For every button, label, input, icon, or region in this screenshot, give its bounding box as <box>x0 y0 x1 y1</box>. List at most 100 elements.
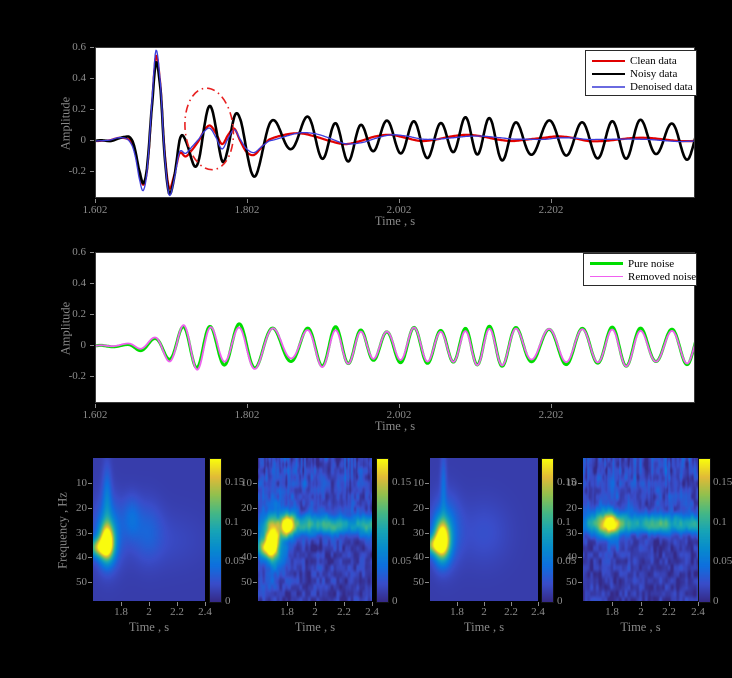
freq-tick-label: 30 <box>566 527 577 539</box>
freq-tick-label: 20 <box>413 502 424 514</box>
colorbar-tick-label: 0.1 <box>557 516 571 528</box>
freq-tick-mark <box>88 582 92 583</box>
x-tick-label: 1.8 <box>280 606 294 618</box>
x-tick-label: 1.8 <box>114 606 128 618</box>
freq-tick-label: 30 <box>241 527 252 539</box>
denoised-data-line-sample <box>592 85 625 88</box>
freq-tick-label: 50 <box>566 576 577 588</box>
y-tick-mark <box>90 171 94 172</box>
x-tick-label: 2.4 <box>691 606 705 618</box>
freq-tick-mark <box>253 508 257 509</box>
freq-tick-mark <box>253 483 257 484</box>
x-tick-mark <box>121 602 122 606</box>
y-tick-label: 0.4 <box>72 277 86 289</box>
x-tick-mark <box>287 602 288 606</box>
colorbar-tick-label: 0 <box>392 595 398 607</box>
freq-tick-mark <box>578 582 582 583</box>
freq-tick-mark <box>88 533 92 534</box>
freq-tick-mark <box>425 508 429 509</box>
y-tick-label: 0.6 <box>72 246 86 258</box>
freq-tick-mark <box>253 533 257 534</box>
legend-label: Pure noise <box>628 257 675 270</box>
x-tick-label: 1.602 <box>82 204 108 216</box>
x-tick-mark <box>315 602 316 606</box>
removed-noise-spectrogram <box>583 458 698 601</box>
freq-tick-mark <box>578 508 582 509</box>
x-tick-mark <box>95 404 96 408</box>
colorbar-tick-label: 0.05 <box>713 555 732 567</box>
colorbar <box>209 458 222 603</box>
x-tick-label: 2.202 <box>538 409 564 421</box>
freq-tick-label: 10 <box>413 477 424 489</box>
freq-tick-label: 50 <box>76 576 87 588</box>
y-tick-label: -0.2 <box>68 165 86 177</box>
amplitude-axis-label-2: Amplitude <box>58 301 73 356</box>
freq-tick-label: 40 <box>413 551 424 563</box>
x-tick-mark <box>149 602 150 606</box>
legend-label: Removed noise <box>628 270 697 283</box>
x-tick-mark <box>457 602 458 606</box>
colorbar-tick-label: 0 <box>713 595 719 607</box>
freq-tick-label: 50 <box>241 576 252 588</box>
freq-tick-mark <box>253 557 257 558</box>
x-tick-mark <box>247 404 248 408</box>
freq-tick-label: 30 <box>76 527 87 539</box>
x-tick-mark <box>612 602 613 606</box>
y-tick-mark <box>90 252 94 253</box>
y-tick-label: 0.2 <box>72 308 86 320</box>
x-tick-label: 1.8 <box>605 606 619 618</box>
y-tick-mark <box>90 78 94 79</box>
x-tick-label: 2.2 <box>662 606 676 618</box>
y-tick-mark <box>90 140 94 141</box>
y-tick-mark <box>90 345 94 346</box>
x-tick-mark <box>669 602 670 606</box>
time-axis-label-spectrogram: Time , s <box>294 620 336 634</box>
colorbar-tick-label: 0.05 <box>225 555 245 567</box>
x-tick-mark <box>551 404 552 408</box>
removed-noise-curve <box>96 324 694 371</box>
x-tick-mark <box>551 199 552 203</box>
x-tick-label: 2.4 <box>365 606 379 618</box>
colorbar-tick-label: 0 <box>557 595 563 607</box>
x-tick-mark <box>372 602 373 606</box>
legend-item-denoised-data: Denoised data <box>592 80 696 93</box>
freq-tick-label: 10 <box>566 477 577 489</box>
legend-item-pure-noise: Pure noise <box>590 257 696 270</box>
noise-plot-svg <box>96 322 694 371</box>
x-tick-label: 2.002 <box>386 204 412 216</box>
colorbar-tick-label: 0 <box>225 595 231 607</box>
colorbar-tick-label: 0.05 <box>392 555 412 567</box>
legend-label: Noisy data <box>630 67 678 80</box>
time-axis-label-spectrogram: Time , s <box>620 620 661 634</box>
denoised-spectrogram <box>430 458 538 601</box>
denoise-plot-svg <box>96 49 694 197</box>
colorbar-tick-label: 0.15 <box>392 476 412 488</box>
x-tick-mark <box>95 199 96 203</box>
freq-tick-label: 20 <box>566 502 577 514</box>
noisy-data-line-sample <box>592 72 625 75</box>
legend-denoise: Clean data Noisy data Denoised data <box>585 50 697 96</box>
colorbar-tick-label: 0.1 <box>392 516 406 528</box>
freq-tick-mark <box>88 483 92 484</box>
x-tick-label: 2 <box>146 606 152 618</box>
x-tick-label: 1.802 <box>234 204 260 216</box>
colorbar-tick-label: 0.1 <box>713 516 727 528</box>
freq-tick-mark <box>88 557 92 558</box>
colorbar <box>698 458 711 603</box>
x-tick-mark <box>641 602 642 606</box>
freq-tick-mark <box>253 582 257 583</box>
x-tick-label: 2 <box>312 606 318 618</box>
y-tick-mark <box>90 109 94 110</box>
x-tick-label: 2.2 <box>170 606 184 618</box>
y-tick-label: 0.2 <box>72 103 86 115</box>
x-tick-label: 2.4 <box>198 606 212 618</box>
freq-tick-label: 40 <box>241 551 252 563</box>
y-tick-label: 0 <box>80 134 87 146</box>
colorbar-tick-label: 0.15 <box>225 476 245 488</box>
x-tick-label: 2.202 <box>538 204 564 216</box>
x-tick-mark <box>399 404 400 408</box>
colorbar-tick-label: 0.15 <box>713 476 732 488</box>
x-tick-label: 1.8 <box>450 606 464 618</box>
legend-label: Clean data <box>630 54 677 67</box>
